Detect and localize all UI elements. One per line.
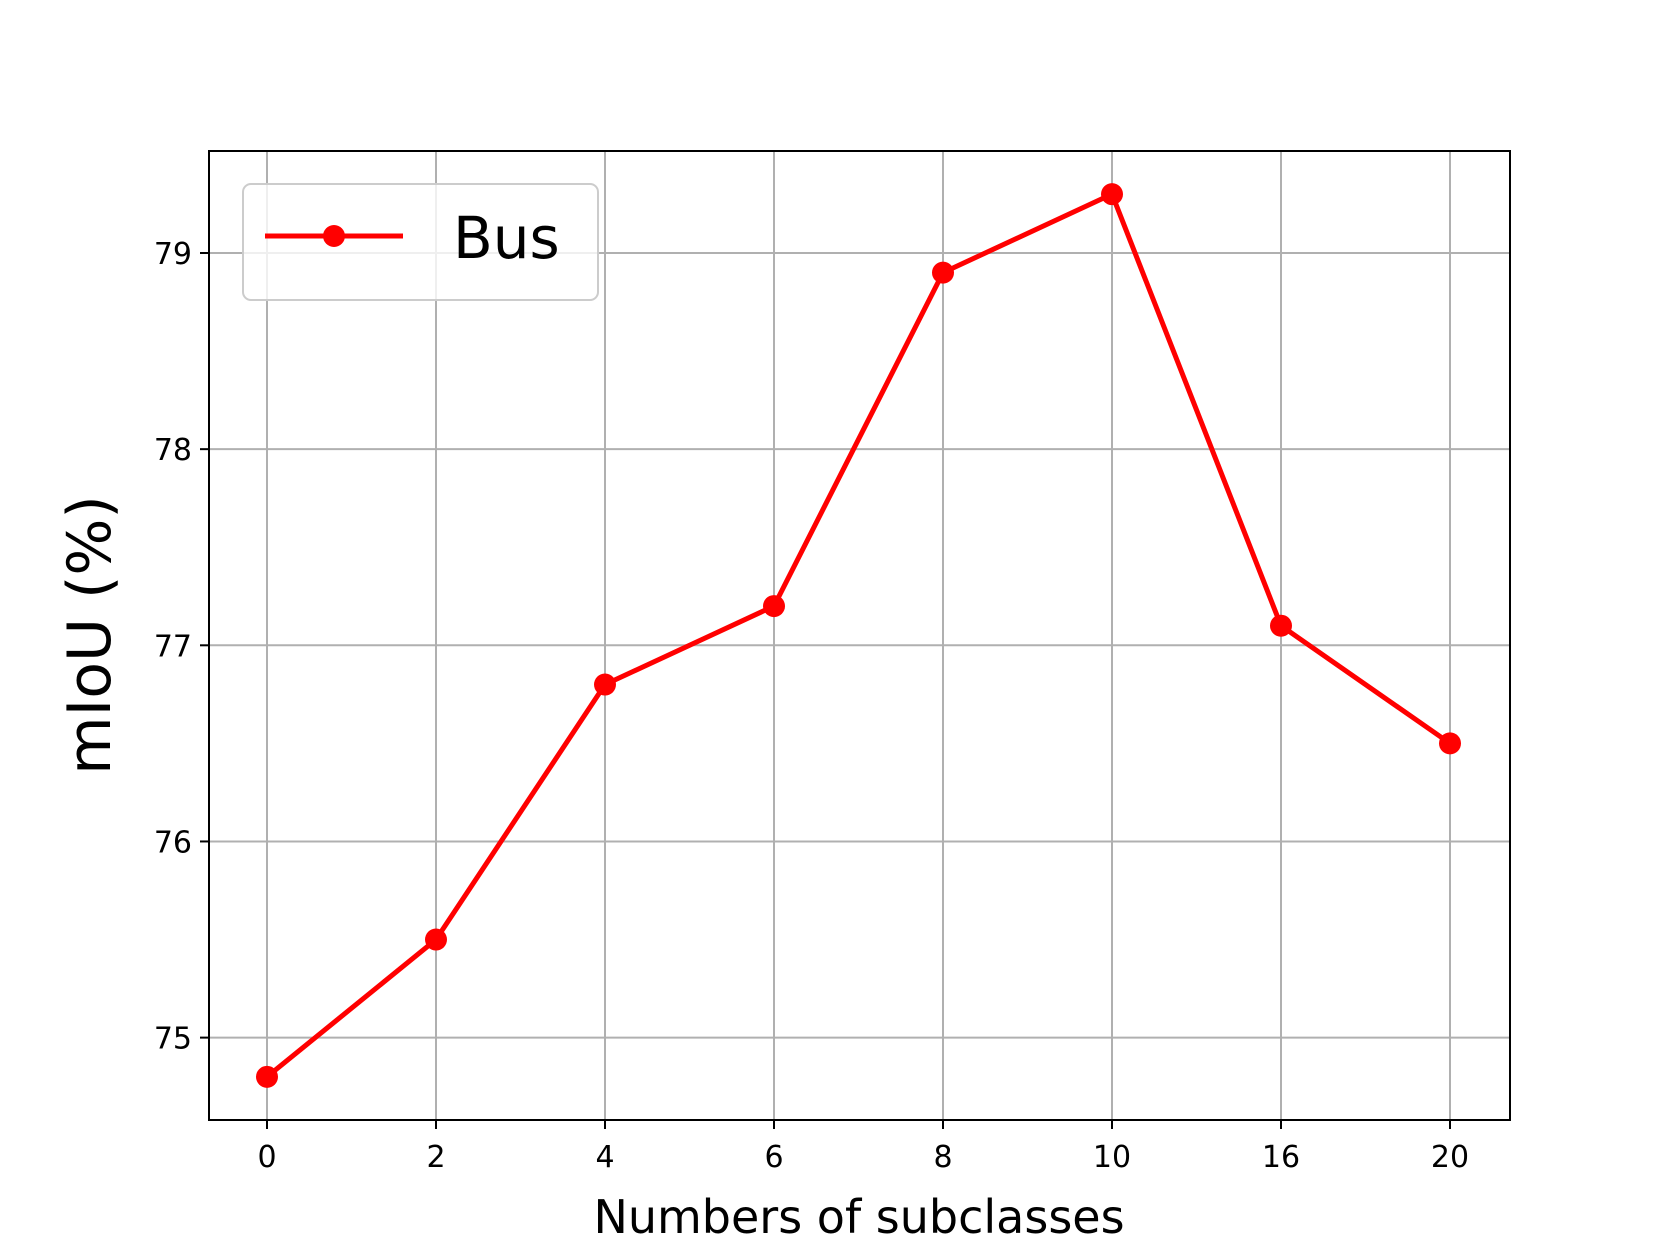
- y-tick-label: 78: [154, 433, 192, 468]
- data-point: [1439, 732, 1461, 755]
- legend: Bus: [242, 183, 599, 301]
- x-tick-label: 16: [1262, 1140, 1300, 1175]
- x-tick-label: 2: [426, 1140, 445, 1175]
- data-point: [594, 673, 616, 696]
- y-tick-label: 77: [154, 629, 192, 664]
- x-tick-label: 4: [595, 1140, 614, 1175]
- x-tick-label: 20: [1431, 1140, 1469, 1175]
- x-axis-label: Numbers of subclasses: [593, 1190, 1124, 1244]
- axis-ticks: 0 2 4 6 8 10 16 20 75 76 77 78 79: [154, 237, 1469, 1175]
- data-point: [932, 261, 954, 284]
- grid: [209, 151, 1510, 1120]
- y-tick-label: 79: [154, 237, 192, 272]
- plot-area-frame: [208, 150, 1511, 1121]
- x-tick-label: 0: [257, 1140, 276, 1175]
- series-line-bus: [265, 191, 1452, 1079]
- data-point: [1101, 183, 1123, 206]
- x-tick-label: 8: [933, 1140, 952, 1175]
- x-tick-label: 6: [764, 1140, 783, 1175]
- series-layer: [256, 183, 1461, 1088]
- legend-box: [242, 183, 599, 301]
- legend-label-bus: Bus: [453, 204, 560, 272]
- data-point: [1270, 614, 1292, 637]
- y-tick-label: 76: [154, 825, 192, 860]
- x-tick-label: 10: [1093, 1140, 1131, 1175]
- data-point: [763, 595, 785, 618]
- data-point: [425, 928, 447, 951]
- y-axis-label: mIoU (%): [55, 495, 125, 775]
- legend-marker-swatch: [323, 225, 345, 247]
- data-point: [256, 1065, 278, 1088]
- y-tick-label: 75: [154, 1022, 192, 1057]
